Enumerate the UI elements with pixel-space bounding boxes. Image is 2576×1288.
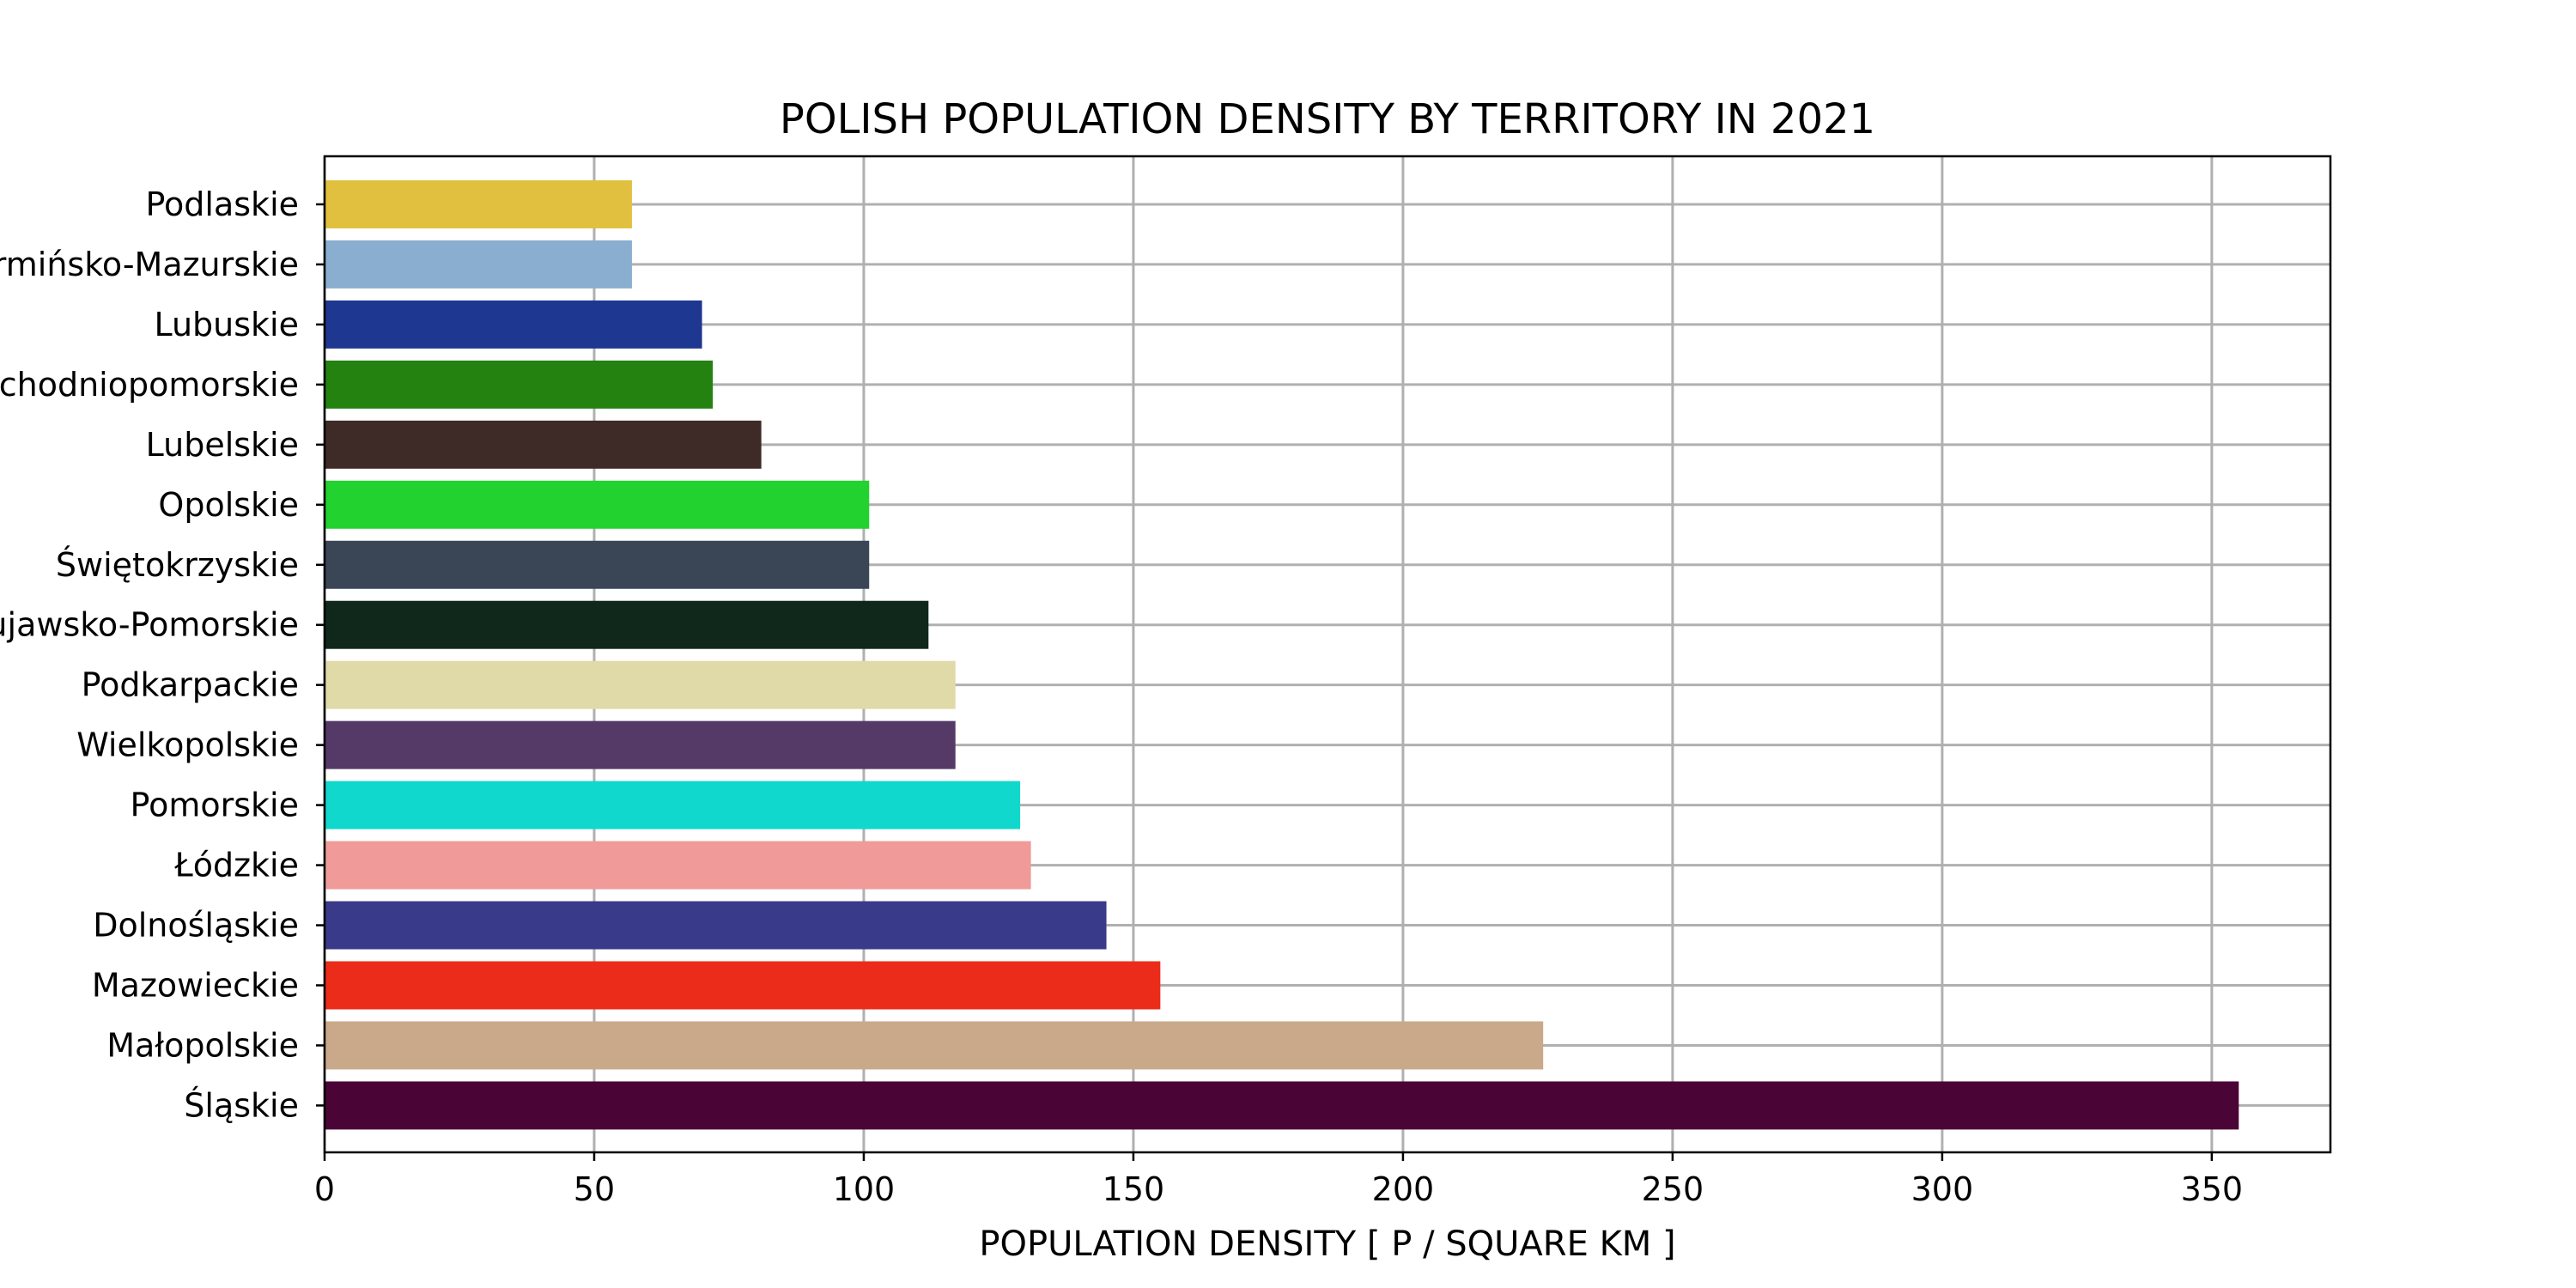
x-tick-label: 300 (1911, 1170, 1974, 1208)
y-tick-label: Łódzkie (173, 847, 299, 884)
x-tick-label: 150 (1103, 1170, 1165, 1208)
y-tick-label: Zachodniopomorskie (0, 366, 299, 404)
bar-4 (325, 841, 1031, 890)
y-tick-label: Pomorskie (131, 787, 299, 824)
y-tick-label: Lubuskie (154, 306, 299, 343)
bar-9 (325, 540, 870, 589)
y-tick-label: Podlaskie (145, 185, 299, 223)
y-tick-label: Mazowieckie (92, 967, 299, 1005)
y-tick-label: Kujawsko-Pomorskie (0, 606, 299, 644)
x-axis-label: POPULATION DENSITY [ P / SQUARE KM ] (979, 1224, 1675, 1264)
x-tick-label: 100 (833, 1170, 896, 1208)
bar-11 (325, 420, 762, 469)
y-axis-ticks: Śląskie Małopolskie Mazowieckie Dolnośląski… (0, 185, 325, 1124)
x-tick-label: 350 (2181, 1170, 2244, 1208)
y-tick-label: Opolskie (158, 486, 299, 524)
x-tick-label: 200 (1372, 1170, 1435, 1208)
bars (325, 179, 2239, 1130)
y-tick-label: Małopolskie (106, 1026, 299, 1064)
bar-3 (325, 901, 1107, 950)
bar-13 (325, 300, 702, 349)
bar-10 (325, 480, 870, 529)
bar-14 (325, 240, 632, 289)
y-tick-label: Wielkopolskie (76, 726, 299, 764)
bar-12 (325, 360, 714, 409)
bar-1 (325, 1021, 1544, 1070)
bar-0 (325, 1081, 2239, 1130)
y-tick-label: Dolnośląskie (93, 907, 299, 945)
plot-frame (323, 155, 2332, 1154)
bar-6 (325, 720, 956, 769)
y-tick-label: Podkarpackie (82, 666, 299, 704)
x-axis-ticks: 0 50 100 150 200 250 300 350 (314, 1152, 2243, 1208)
bar-5 (325, 781, 1021, 829)
chart-title: POLISH POPULATION DENSITY BY TERRITORY I… (780, 95, 1875, 143)
bar-7 (325, 660, 956, 709)
y-tick-label: Świętokrzyskie (56, 546, 299, 584)
x-tick-label: 50 (574, 1170, 615, 1208)
y-tick-label: Warmińsko-Mazurskie (0, 246, 299, 283)
x-tick-label: 250 (1642, 1170, 1704, 1208)
y-tick-label: Śląskie (184, 1086, 299, 1124)
bar-8 (325, 600, 929, 649)
x-tick-label: 0 (314, 1170, 335, 1208)
y-tick-label: Lubelskie (146, 426, 299, 464)
bar-15 (325, 179, 632, 228)
bar-2 (325, 961, 1161, 1010)
